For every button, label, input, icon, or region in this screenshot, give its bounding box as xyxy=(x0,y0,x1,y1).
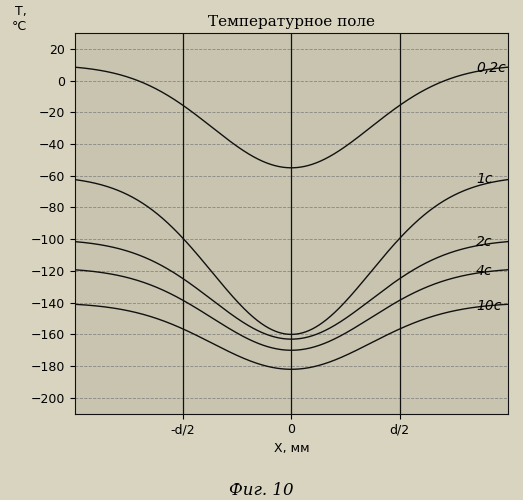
Text: 4c: 4c xyxy=(476,264,493,278)
Y-axis label: T,
°C: T, °C xyxy=(12,5,27,33)
Text: 2c: 2c xyxy=(476,236,493,250)
Text: 1c: 1c xyxy=(476,172,493,186)
Text: Фиг. 10: Фиг. 10 xyxy=(229,482,294,499)
X-axis label: X, мм: X, мм xyxy=(274,442,309,455)
Text: 0,2c: 0,2c xyxy=(476,61,506,75)
Title: Температурное поле: Температурное поле xyxy=(208,15,375,29)
Text: 10c: 10c xyxy=(476,299,502,313)
